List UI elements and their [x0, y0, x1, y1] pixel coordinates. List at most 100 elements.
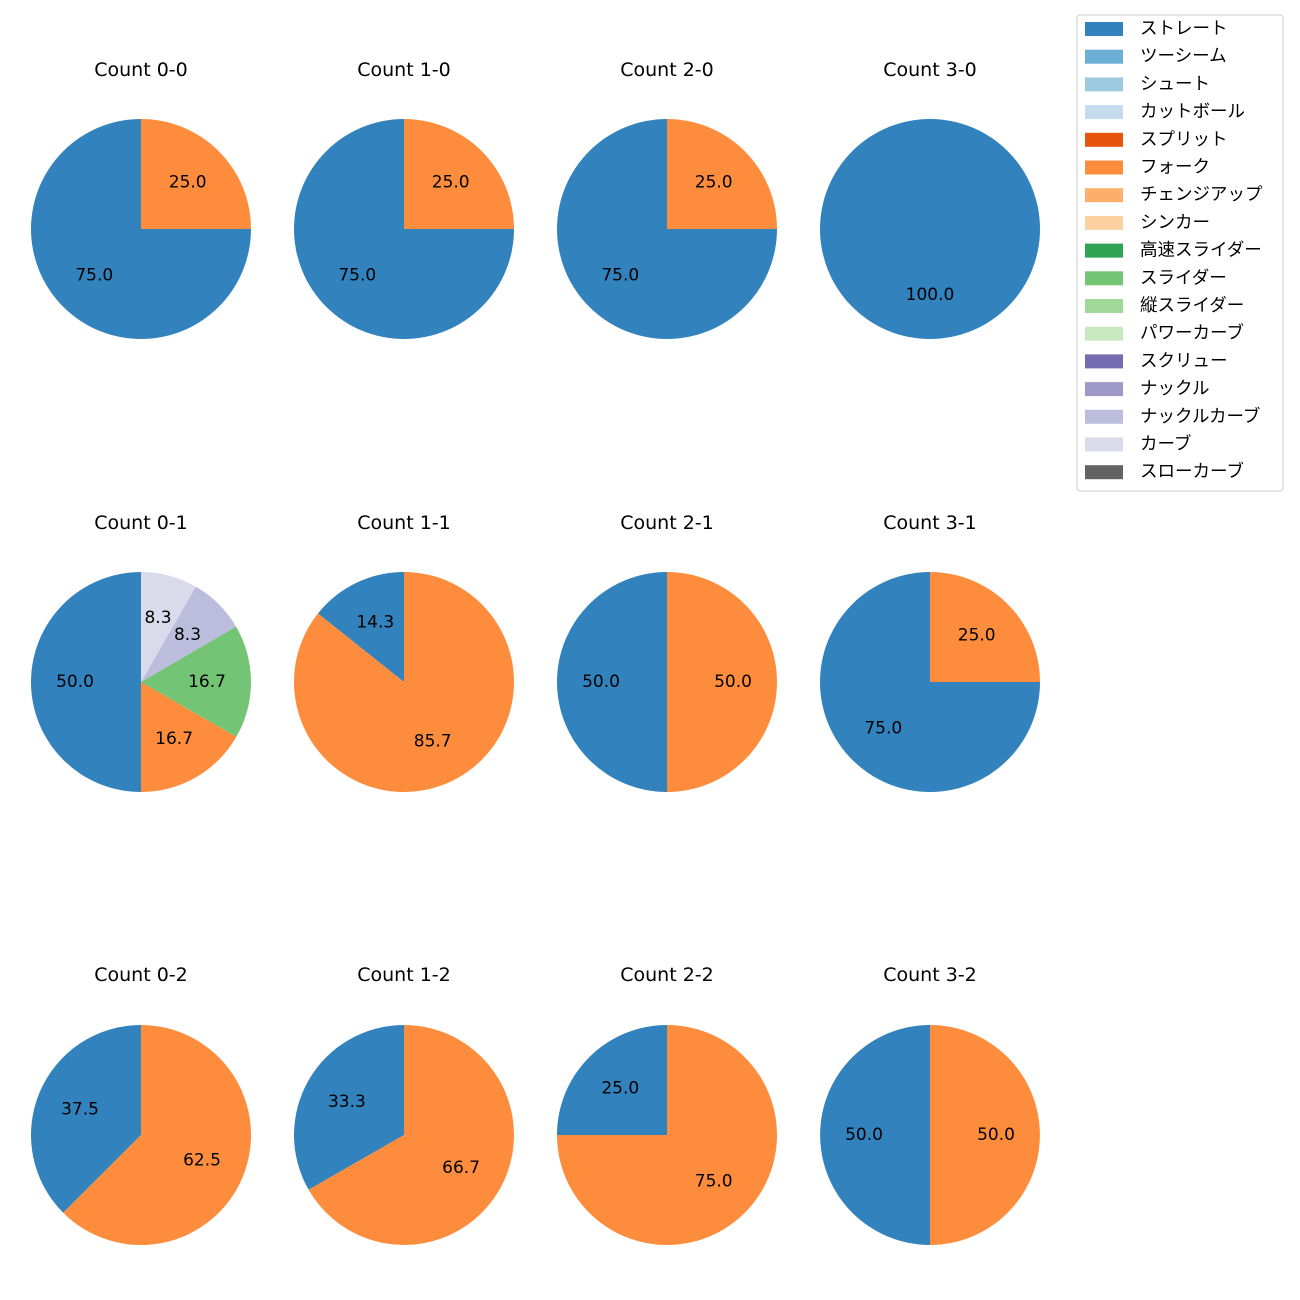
legend-swatch — [1085, 22, 1123, 36]
legend-label: カットボール — [1140, 102, 1245, 122]
legend-label: スライダー — [1140, 268, 1227, 288]
pie-slice — [667, 572, 777, 792]
legend-item: スライダー — [1085, 268, 1227, 288]
pie-chart: Count 1-2 33.3 66.7 — [293, 964, 514, 1245]
pie-title: Count 1-1 — [357, 512, 451, 534]
pie-slice — [141, 572, 196, 682]
pie-chart: Count 2-1 50.0 50.0 — [557, 512, 777, 792]
slice-label: 75.0 — [601, 266, 639, 286]
pie-chart: Count 3-0 100.0 — [820, 59, 1040, 339]
slice-label: 50.0 — [977, 1125, 1015, 1145]
pie-slice — [141, 586, 237, 682]
legend-swatch — [1085, 382, 1123, 397]
slice-label: 25.0 — [601, 1078, 639, 1098]
pie-chart: Count 3-1 75.0 25.0 — [820, 512, 1040, 792]
pie-title: Count 3-2 — [883, 964, 977, 986]
slice-label: 37.5 — [61, 1100, 99, 1120]
pie-title: Count 0-2 — [94, 964, 188, 986]
pie-title: Count 0-1 — [94, 512, 188, 534]
legend-swatch — [1085, 215, 1123, 230]
legend-swatch — [1085, 299, 1123, 313]
legend-item: ナックル — [1085, 379, 1209, 399]
slice-label: 66.7 — [442, 1158, 480, 1178]
slice-label: 75.0 — [864, 719, 902, 739]
pie-slice — [63, 1025, 252, 1245]
slice-label: 8.3 — [144, 608, 171, 628]
legend-item: シンカー — [1085, 213, 1210, 233]
pie-chart: Count 0-0 75.0 25.0 — [31, 59, 251, 339]
pie-slice — [557, 1025, 667, 1135]
legend: ストレートツーシームシュートカットボールスプリットフォークチェンジアップシンカー… — [1076, 14, 1284, 492]
slice-label: 33.3 — [328, 1092, 366, 1112]
legend-label: スクリュー — [1140, 351, 1228, 371]
pie-chart: Count 3-2 50.0 50.0 — [820, 964, 1040, 1245]
legend-label: ナックルカーブ — [1140, 406, 1260, 427]
legend-swatch — [1085, 271, 1123, 286]
legend-label: 高速スライダー — [1140, 241, 1262, 261]
legend-item: スクリュー — [1085, 351, 1228, 371]
slice-label: 25.0 — [432, 172, 470, 192]
slice-label: 25.0 — [169, 172, 207, 192]
legend-swatch — [1085, 354, 1123, 369]
slice-label: 50.0 — [714, 672, 752, 692]
pie-slice — [557, 572, 667, 792]
pie-slice — [930, 1025, 1040, 1245]
legend-item: 縦スライダー — [1085, 296, 1244, 316]
legend-item: カットボール — [1085, 102, 1245, 122]
legend-item: ナックルカーブ — [1085, 406, 1260, 427]
slice-label: 85.7 — [414, 732, 452, 752]
legend-swatch — [1085, 132, 1123, 147]
pie-slice — [667, 119, 777, 229]
pie-title: Count 1-2 — [357, 964, 451, 986]
pie-title: Count 3-0 — [883, 59, 977, 81]
pie-title: Count 2-1 — [620, 512, 714, 534]
legend-item: スプリット — [1085, 130, 1228, 150]
legend-label: チェンジアップ — [1140, 185, 1263, 205]
legend-label: スローカーブ — [1140, 461, 1244, 482]
pie-chart: Count 0-1 50.0 16.7 16.7 8.38.3 — [31, 512, 252, 792]
slice-label: 75.0 — [338, 266, 376, 286]
pie-slice — [294, 572, 515, 793]
pie-title: Count 2-2 — [620, 964, 714, 986]
legend-item: チェンジアップ — [1085, 185, 1263, 205]
legend-item: カーブ — [1085, 434, 1191, 455]
pie-slice — [293, 1025, 404, 1190]
legend-swatch — [1085, 243, 1123, 258]
legend-item: フォーク — [1085, 158, 1210, 178]
legend-swatch — [1085, 465, 1123, 480]
pie-title: Count 0-0 — [94, 59, 188, 81]
pie-chart: Count 2-2 25.0 75.0 — [557, 964, 777, 1245]
slice-label: 100.0 — [906, 285, 955, 305]
pie-slice — [317, 572, 404, 682]
legend-label: パワーカーブ — [1140, 323, 1244, 344]
pie-slice — [557, 1025, 777, 1245]
pie-slice — [404, 119, 514, 229]
pie-chart: Count 1-1 14.3 85.7 — [294, 512, 515, 793]
slice-label: 25.0 — [695, 172, 733, 192]
pie-slice — [308, 1025, 514, 1245]
legend-label: スプリット — [1140, 130, 1228, 150]
pie-chart: Count 2-0 75.0 25.0 — [557, 59, 777, 339]
legend-label: ナックル — [1140, 379, 1209, 399]
legend-swatch — [1085, 105, 1123, 120]
slice-label: 14.3 — [356, 613, 394, 633]
pie-chart: Count 0-2 37.5 62.5 — [31, 964, 252, 1245]
legend-label: シュート — [1140, 74, 1210, 94]
slice-label: 16.7 — [188, 672, 226, 692]
legend-label: ストレート — [1140, 19, 1228, 39]
pie-slice — [141, 682, 237, 792]
legend-swatch — [1085, 188, 1123, 203]
slice-label: 50.0 — [582, 672, 620, 692]
legend-label: 縦スライダー — [1140, 296, 1244, 316]
legend-swatch — [1085, 160, 1123, 175]
slice-label: 75.0 — [695, 1172, 733, 1192]
slice-label: 50.0 — [56, 672, 94, 692]
legend-frame — [1076, 14, 1284, 492]
legend-item: シュート — [1085, 74, 1210, 94]
legend-swatch — [1085, 437, 1123, 452]
legend-swatch — [1085, 77, 1123, 92]
legend-item: スローカーブ — [1085, 461, 1244, 482]
pie-slice — [820, 1025, 930, 1245]
